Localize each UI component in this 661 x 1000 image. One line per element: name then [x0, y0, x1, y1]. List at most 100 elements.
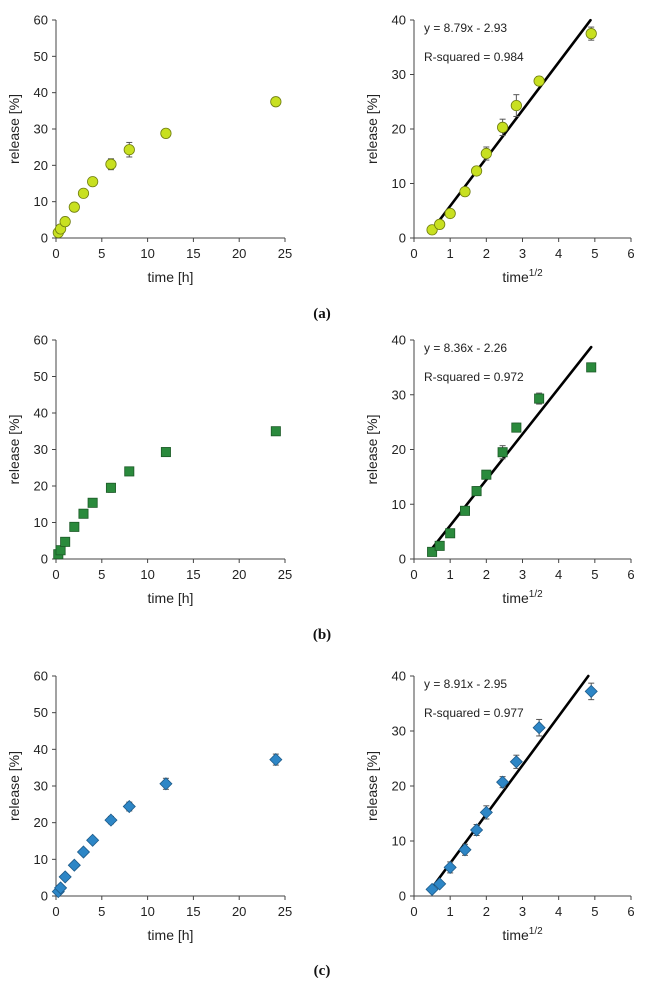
fit-line	[430, 674, 590, 890]
data-point	[87, 497, 98, 508]
data-point	[481, 469, 492, 480]
y-tick-label: 10	[34, 515, 48, 530]
x-tick-label: 5	[591, 904, 598, 919]
x-tick-label: 0	[52, 567, 59, 582]
x-tick-label: 5	[98, 246, 105, 261]
y-tick-label: 50	[34, 369, 48, 384]
data-point	[434, 540, 445, 551]
x-tick-label: 5	[98, 904, 105, 919]
data-point	[59, 216, 71, 228]
data-point	[497, 121, 509, 133]
y-tick-label: 30	[34, 122, 48, 137]
data-point	[55, 545, 66, 556]
x-tick-label: 3	[519, 567, 526, 582]
fit-line	[430, 345, 593, 550]
data-point	[124, 466, 135, 477]
data-point	[78, 508, 89, 519]
x-axis-label-superscript: 1/2	[529, 589, 543, 600]
x-tick-label: 1	[447, 904, 454, 919]
data-point	[443, 860, 457, 874]
data-point	[86, 833, 100, 847]
fit-line	[430, 18, 592, 232]
y-axis-label: release [%]	[364, 751, 380, 821]
x-tick-label: 15	[186, 904, 200, 919]
y-axis-label: release [%]	[6, 751, 22, 821]
data-point	[470, 165, 483, 177]
data-point	[160, 447, 171, 458]
data-point	[67, 858, 81, 872]
x-tick-label: 6	[627, 904, 634, 919]
y-tick-label: 30	[392, 724, 406, 739]
y-tick-label: 40	[34, 85, 48, 100]
x-tick-label: 6	[627, 246, 634, 261]
x-axis-label-superscript: 1/2	[529, 926, 543, 937]
x-axis-label: time1/2	[502, 268, 543, 285]
data-point	[479, 805, 493, 819]
x-tick-label: 20	[232, 904, 246, 919]
x-tick-label: 6	[627, 567, 634, 582]
x-tick-label: 15	[186, 567, 200, 582]
data-point	[76, 845, 91, 859]
y-tick-label: 0	[399, 231, 406, 246]
x-tick-label: 25	[278, 567, 292, 582]
data-point	[470, 823, 484, 837]
x-tick-label: 5	[98, 567, 105, 582]
y-tick-label: 30	[392, 387, 406, 402]
y-tick-label: 0	[41, 552, 48, 567]
data-point	[510, 99, 522, 112]
data-point	[426, 224, 438, 236]
x-axis-label: time [h]	[148, 590, 194, 606]
panel-label: (c)	[314, 963, 331, 979]
x-axis-label: time [h]	[148, 269, 194, 285]
y-tick-label: 0	[399, 552, 406, 567]
data-point	[444, 207, 456, 220]
y-tick-label: 20	[392, 442, 406, 457]
x-tick-label: 1	[447, 246, 454, 261]
chart-b-left: 0 10 20 30 40 50 60 0 5 10 15 20 25 release [%] time […	[6, 333, 292, 607]
fit-r-squared: R-squared = 0.977	[424, 706, 524, 720]
y-tick-label: 30	[34, 779, 48, 794]
data-point	[534, 393, 545, 404]
x-axis-label: time1/2	[502, 589, 543, 606]
x-tick-label: 0	[410, 567, 417, 582]
data-point	[459, 186, 471, 198]
y-tick-label: 20	[34, 158, 48, 173]
data-point	[511, 422, 522, 433]
y-tick-label: 20	[34, 479, 48, 494]
data-point	[480, 147, 492, 160]
data-point	[433, 877, 447, 891]
x-tick-label: 15	[186, 246, 200, 261]
fit-r-squared: R-squared = 0.972	[424, 370, 524, 384]
panel-label: (b)	[313, 627, 331, 643]
data-point	[497, 447, 508, 458]
y-tick-label: 20	[392, 122, 406, 137]
fit-equation: y = 8.79x - 2.93	[424, 21, 507, 35]
y-tick-label: 30	[392, 67, 406, 82]
x-tick-label: 0	[52, 246, 59, 261]
x-tick-label: 4	[555, 904, 562, 919]
y-tick-label: 50	[34, 49, 48, 64]
data-point	[104, 813, 118, 827]
x-tick-label: 0	[52, 904, 59, 919]
data-point	[532, 721, 546, 735]
x-tick-label: 10	[140, 246, 154, 261]
y-axis-label: release [%]	[6, 94, 22, 164]
y-tick-label: 10	[392, 176, 406, 191]
x-tick-label: 3	[519, 246, 526, 261]
data-point	[434, 218, 446, 230]
y-tick-label: 0	[41, 231, 48, 246]
data-point	[585, 28, 597, 40]
chart-b-right: 0 10 20 30 40 0 1 2 3 4 5 6 release [%] time1/2 y = 8.…	[364, 333, 635, 607]
y-tick-label: 10	[34, 194, 48, 209]
data-point	[584, 684, 598, 698]
chart-c-right: 0 10 20 30 40 0 1 2 3 4 5 6 release [%] time1/2 y = 8.…	[364, 669, 635, 944]
y-tick-label: 30	[34, 442, 48, 457]
x-tick-label: 2	[483, 246, 490, 261]
data-point	[58, 870, 72, 884]
y-axis-label: release [%]	[364, 414, 380, 484]
x-tick-label: 4	[555, 567, 562, 582]
y-axis-label: release [%]	[364, 94, 380, 164]
x-tick-label: 20	[232, 246, 246, 261]
y-tick-label: 10	[392, 834, 406, 849]
